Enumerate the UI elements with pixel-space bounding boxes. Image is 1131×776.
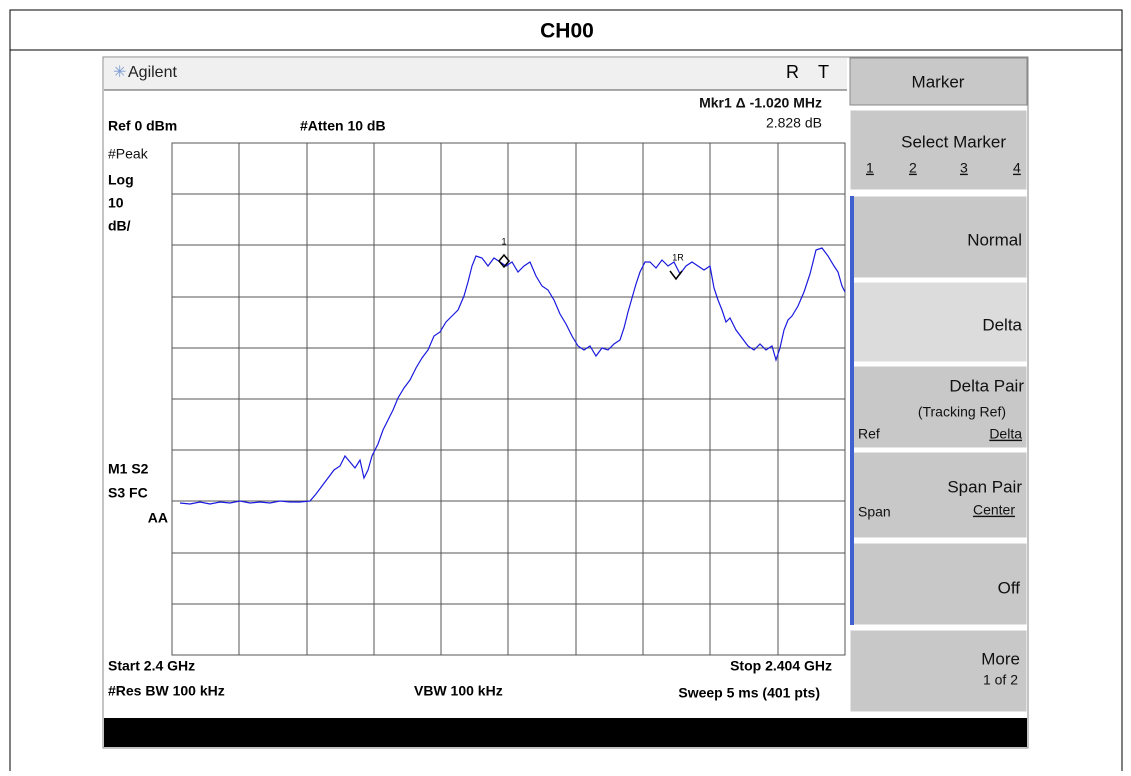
scale-label: dB/ (108, 218, 131, 234)
attenuation: #Atten 10 dB (300, 118, 386, 134)
res-bw: #Res BW 100 kHz (108, 683, 225, 699)
marker-readout: Mkr1 Δ -1.020 MHz (699, 95, 822, 111)
menu-title-box (849, 57, 1028, 106)
softkey-label: Normal (967, 230, 1022, 249)
logo: ✳ (113, 64, 126, 81)
softkey[interactable] (849, 365, 1028, 449)
marker-ref (669, 270, 683, 281)
status-label: AA (148, 510, 168, 526)
sweep: Sweep 5 ms (401 pts) (678, 685, 820, 701)
softkey[interactable] (849, 195, 1028, 279)
status-label: M1 S2 (108, 461, 149, 477)
softkey[interactable] (849, 629, 1028, 713)
softkey-left: Span (858, 504, 891, 520)
status-label: S3 FC (108, 485, 148, 501)
marker-label: 1 (501, 236, 506, 246)
softkey-accent (850, 196, 854, 625)
indicator: T (818, 62, 829, 82)
softkey-label: Select Marker (901, 132, 1006, 151)
softkey-sub: 1 of 2 (983, 672, 1018, 688)
option: 2 (909, 160, 917, 176)
vbw: VBW 100 kHz (414, 683, 503, 699)
softkey-left: Ref (858, 426, 880, 442)
softkey[interactable] (849, 109, 1028, 191)
status-bar (104, 718, 1027, 747)
detector: #Peak (108, 146, 149, 162)
marker-value: 2.828 dB (766, 115, 822, 131)
marker-1 (498, 253, 510, 269)
grid (171, 142, 846, 656)
marker-label: 1R (672, 252, 684, 262)
softkey-label: Off (998, 578, 1021, 597)
softkey[interactable] (849, 542, 1028, 626)
title: CH00 (540, 20, 594, 43)
scale-label: Log (108, 172, 134, 188)
option: 1 (866, 160, 874, 176)
softkey[interactable] (849, 281, 1028, 363)
option: 3 (960, 160, 968, 176)
softkey[interactable] (849, 451, 1028, 539)
trace (179, 247, 846, 505)
softkey-label: Delta Pair (949, 376, 1024, 395)
top-bar (104, 58, 847, 90)
softkey-sub: (Tracking Ref) (918, 404, 1006, 420)
softkey-label: Delta (982, 315, 1022, 334)
softkey-right: Center (973, 502, 1015, 518)
frame (9, 9, 1123, 776)
stop-freq: Stop 2.404 GHz (730, 658, 832, 674)
softkey-label: Span Pair (947, 477, 1022, 496)
indicator: R (786, 62, 799, 82)
softkey-label: More (981, 649, 1020, 668)
softkeys: Marker Select Marker 1 2 3 4 Normal Delt… (849, 57, 1028, 713)
scale-label: 10 (108, 195, 124, 211)
option: 4 (1013, 160, 1021, 176)
start-freq: Start 2.4 GHz (108, 658, 195, 674)
brand: Agilent (128, 64, 177, 81)
softkey-right: Delta (989, 426, 1022, 442)
menu-title: Marker (912, 72, 965, 91)
ref-level: Ref 0 dBm (108, 118, 177, 134)
